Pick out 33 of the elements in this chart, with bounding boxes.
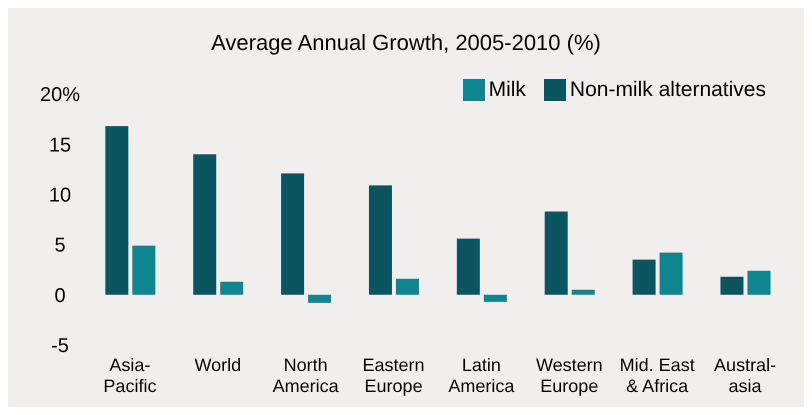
bar [368,185,392,295]
bar [572,290,595,295]
bar [484,294,507,302]
bar [660,252,683,295]
x-tick-label: Western Europe [536,355,603,396]
y-tick-label: -5 [51,335,69,358]
x-tick-label: North America [272,355,340,396]
bar [281,173,304,295]
x-tick-label: Eastern Europe [362,355,425,396]
y-tick-label: 0 [54,284,66,307]
x-tick-label: Latin America [448,355,516,396]
bar [308,294,332,303]
bar [396,278,419,295]
y-tick-label: 15 [48,134,72,156]
bar [632,260,656,295]
bar [456,238,480,295]
bar [132,246,156,295]
bar [544,211,568,295]
x-tick-label: Asia- Pacific [103,355,156,396]
x-tick-label: Mid. East & Africa [620,355,695,396]
y-tick-label: 5 [54,234,66,257]
x-tick-label: Austral- asia [714,355,776,396]
bar [747,270,770,295]
bar [220,282,244,295]
y-tick-label: 20% [40,84,80,106]
bar [105,126,128,295]
legend-label: Milk [488,78,526,101]
y-tick-label: 10 [48,184,72,206]
legend-label: Non-milk alternatives [570,78,766,101]
chart-title: Average Annual Growth, 2005-2010 (%) [210,29,602,57]
x-tick-label: World [194,355,242,375]
bar [193,154,216,295]
bar [720,276,744,295]
